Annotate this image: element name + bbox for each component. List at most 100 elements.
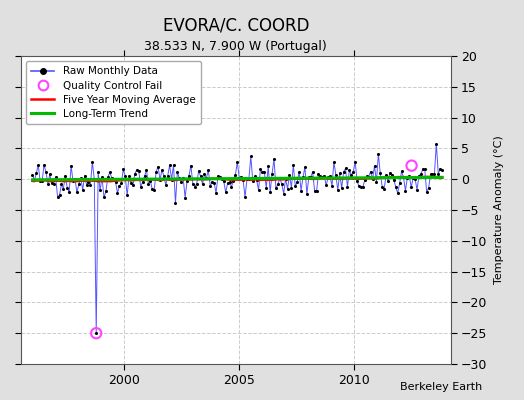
Point <box>349 168 357 175</box>
Point <box>82 182 91 188</box>
Point <box>90 176 99 182</box>
Point <box>334 187 342 194</box>
Point <box>394 190 402 196</box>
Point <box>138 179 147 185</box>
Point <box>407 184 416 190</box>
Point <box>38 178 46 184</box>
Point <box>314 171 323 178</box>
Point <box>434 171 442 177</box>
Point <box>365 174 373 180</box>
Point <box>196 173 205 179</box>
Point <box>291 183 299 190</box>
Point <box>173 168 182 175</box>
Point <box>214 173 222 180</box>
Point <box>260 169 268 175</box>
Point <box>432 140 441 147</box>
Point <box>94 168 102 175</box>
Point <box>227 184 236 190</box>
Point <box>239 177 247 183</box>
Point <box>247 153 255 160</box>
Point <box>65 189 73 196</box>
Point <box>357 184 365 191</box>
Point <box>386 170 394 176</box>
Point <box>318 174 326 180</box>
Point <box>424 185 433 191</box>
Point <box>150 187 158 194</box>
Point <box>397 168 406 174</box>
Text: 38.533 N, 7.900 W (Portugal): 38.533 N, 7.900 W (Portugal) <box>145 40 327 53</box>
Point <box>355 183 363 189</box>
Point <box>366 168 375 175</box>
Point <box>289 162 298 168</box>
Point <box>146 178 155 184</box>
Point <box>335 170 344 176</box>
Point <box>427 171 435 178</box>
Point <box>73 189 81 196</box>
Point <box>144 180 152 187</box>
Point <box>56 192 64 198</box>
Point <box>332 172 340 178</box>
Point <box>415 173 423 179</box>
Point <box>231 172 239 179</box>
Point <box>28 172 37 178</box>
Point <box>77 175 85 181</box>
Point <box>36 178 45 184</box>
Point <box>63 184 71 191</box>
Point <box>88 159 96 165</box>
Point <box>340 169 348 175</box>
Point <box>361 177 369 183</box>
Point <box>102 188 110 195</box>
Point <box>171 200 180 207</box>
Point <box>299 174 307 180</box>
Point <box>372 178 380 185</box>
Point <box>436 166 444 172</box>
Point <box>179 175 188 182</box>
Point <box>256 166 265 172</box>
Point <box>388 172 396 178</box>
Point <box>245 176 253 182</box>
Point <box>154 164 162 170</box>
Point <box>396 180 404 186</box>
Point <box>378 184 386 190</box>
Point <box>309 169 317 175</box>
Point <box>258 169 267 176</box>
Point <box>217 176 226 182</box>
Point <box>98 174 106 180</box>
Point <box>391 184 400 190</box>
Point <box>409 174 417 181</box>
Point <box>136 184 145 190</box>
Point <box>248 178 257 184</box>
Point <box>243 176 251 183</box>
Point <box>49 180 58 187</box>
Point <box>158 167 166 173</box>
Point <box>115 183 124 189</box>
Point <box>237 174 245 180</box>
Point <box>143 167 151 173</box>
Point <box>202 175 211 182</box>
Point <box>376 170 385 177</box>
Point <box>192 181 201 187</box>
Point <box>208 179 216 186</box>
Point <box>270 156 278 162</box>
Point <box>140 173 149 179</box>
Point <box>295 168 303 175</box>
Text: Berkeley Earth: Berkeley Earth <box>400 382 482 392</box>
Point <box>169 162 178 168</box>
Point <box>421 166 429 173</box>
Point <box>353 178 362 185</box>
Point <box>407 162 416 169</box>
Point <box>347 172 355 178</box>
Point <box>422 189 431 195</box>
Point <box>301 164 309 170</box>
Point <box>276 175 284 182</box>
Point <box>51 174 60 180</box>
Point <box>303 191 311 197</box>
Point <box>330 159 338 165</box>
Point <box>399 174 408 180</box>
Text: EVORA/C. COORD: EVORA/C. COORD <box>162 16 309 34</box>
Point <box>187 162 195 169</box>
Point <box>403 174 411 181</box>
Point <box>326 173 334 180</box>
Point <box>307 174 315 180</box>
Point <box>160 173 168 179</box>
